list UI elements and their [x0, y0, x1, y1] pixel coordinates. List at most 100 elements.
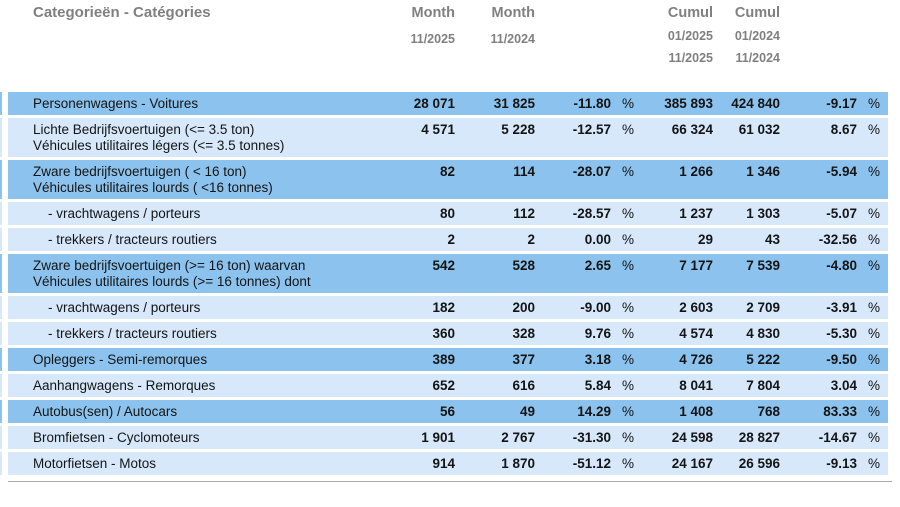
month-change-value: 3.18: [584, 352, 611, 367]
table-header: Categorieën - Catégories Month 11/2025 M…: [8, 0, 888, 92]
category-cell: Zware bedrijfsvoertuigen (>= 16 ton) waa…: [8, 258, 390, 290]
month-previous-value: 31 825: [493, 96, 535, 111]
column-header-period-end: 11/2024: [735, 51, 781, 65]
category-label-fr: Véhicules utilitaires légers (<= 3.5 ton…: [33, 138, 285, 153]
month-current-value: 360: [432, 326, 455, 341]
spacer: [860, 5, 888, 92]
percent-sign: %: [868, 456, 881, 471]
category-cell: Aanhangwagens - Remorques: [8, 378, 390, 394]
cumul-previous-value: 28 827: [738, 430, 780, 445]
cumul-previous-value: 1 303: [746, 206, 780, 221]
cumul-previous-value: 26 596: [738, 456, 780, 471]
table-row: Motorfietsen - Motos 914 1 870 -51.12 % …: [0, 452, 888, 475]
cumul-change-value: -14.67: [818, 430, 857, 445]
cumul-previous-value: 5 222: [746, 352, 780, 367]
month-change-value: -9.00: [580, 300, 611, 315]
month-current-value: 56: [439, 404, 455, 419]
cumul-current-value: 29: [697, 232, 713, 247]
month-change-value: -51.12: [572, 456, 611, 471]
month-previous-column-header: Month 11/2024: [458, 5, 538, 92]
month-change-value: -28.57: [572, 206, 611, 221]
spacer: [783, 5, 860, 92]
percent-sign: %: [868, 404, 881, 419]
cumul-current-value: 385 893: [664, 96, 713, 111]
percent-sign: %: [622, 456, 635, 471]
category-label-nl: Opleggers - Semi-remorques: [33, 352, 208, 367]
cumul-current-value: 2 603: [679, 300, 713, 315]
spacer: [538, 5, 614, 92]
month-previous-value: 112: [513, 206, 535, 221]
cumul-previous-value: 7 804: [746, 378, 780, 393]
category-label-nl: - vrachtwagens / porteurs: [48, 206, 201, 221]
percent-sign: %: [622, 96, 635, 111]
column-header-period: 11/2024: [490, 32, 536, 46]
spacer: [614, 5, 648, 92]
category-label-nl: - trekkers / tracteurs routiers: [48, 232, 217, 247]
month-previous-value: 328: [512, 326, 535, 341]
column-header-label: Cumul: [667, 5, 713, 21]
percent-sign: %: [622, 258, 635, 273]
table-row: Lichte Bedrijfsvoertuigen (<= 3.5 ton) V…: [0, 118, 888, 157]
cumul-previous-value: 61 032: [738, 122, 780, 137]
column-header-period-start: 01/2024: [734, 29, 780, 43]
month-previous-value: 2: [527, 232, 535, 247]
category-label-nl: Personenwagens - Voitures: [33, 96, 199, 111]
cumul-change-value: 83.33: [823, 404, 857, 419]
category-label-fr: Véhicules utilitaires lourds ( <16 tonne…: [33, 180, 273, 195]
column-header-period-start: 01/2025: [667, 29, 713, 43]
category-cell: Zware bedrijfsvoertuigen ( < 16 ton) Véh…: [8, 164, 390, 196]
table-row: - vrachtwagens / porteurs 182 200 -9.00 …: [0, 296, 888, 319]
month-current-value: 1 901: [421, 430, 455, 445]
table-row: Autobus(sen) / Autocars 56 49 14.29 % 1 …: [0, 400, 888, 423]
cumul-change-value: -5.07: [826, 206, 857, 221]
category-label-nl: - trekkers / tracteurs routiers: [48, 326, 217, 341]
month-current-value: 2: [447, 232, 455, 247]
cumul-change-value: -5.94: [826, 164, 857, 179]
month-previous-value: 5 228: [501, 122, 535, 137]
cumul-current-value: 7 177: [679, 258, 713, 273]
column-header-label: Month: [491, 5, 535, 21]
table-row: Bromfietsen - Cyclomoteurs 1 901 2 767 -…: [0, 426, 888, 449]
cumul-current-column-header: Cumul 01/2025 11/2025: [648, 5, 716, 92]
cumul-current-value: 8 041: [679, 378, 713, 393]
cumul-current-value: 24 598: [671, 430, 713, 445]
table-body: Personenwagens - Voitures 28 071 31 825 …: [0, 92, 888, 475]
category-column-header: Categorieën - Catégories: [33, 4, 211, 21]
cumul-current-value: 4 574: [679, 326, 713, 341]
month-current-value: 80: [439, 206, 455, 221]
percent-sign: %: [622, 326, 635, 341]
table-row: Aanhangwagens - Remorques 652 616 5.84 %…: [0, 374, 888, 397]
cumul-change-value: -9.17: [826, 96, 857, 111]
percent-sign: %: [622, 206, 635, 221]
category-label-nl: Zware bedrijfsvoertuigen (>= 16 ton) waa…: [33, 258, 306, 273]
cumul-change-value: -9.50: [826, 352, 857, 367]
table-row: - trekkers / tracteurs routiers 2 2 0.00…: [0, 228, 888, 251]
table-row: Personenwagens - Voitures 28 071 31 825 …: [0, 92, 888, 115]
cumul-change-value: 8.67: [830, 122, 857, 137]
category-label-nl: Bromfietsen - Cyclomoteurs: [33, 430, 200, 445]
cumul-previous-value: 7 539: [746, 258, 780, 273]
cumul-current-value: 24 167: [671, 456, 713, 471]
percent-sign: %: [622, 122, 635, 137]
percent-sign: %: [622, 232, 635, 247]
month-current-value: 542: [432, 258, 455, 273]
month-previous-value: 1 870: [501, 456, 535, 471]
month-current-column-header: Month 11/2025: [390, 5, 458, 92]
percent-sign: %: [868, 300, 881, 315]
category-label-nl: Zware bedrijfsvoertuigen ( < 16 ton): [33, 164, 247, 179]
month-change-value: 0.00: [584, 232, 611, 247]
table-bottom-rule: [8, 481, 892, 482]
cumul-previous-value: 4 830: [746, 326, 780, 341]
table-row: Opleggers - Semi-remorques 389 377 3.18 …: [0, 348, 888, 371]
percent-sign: %: [868, 326, 881, 341]
category-label-nl: Autobus(sen) / Autocars: [33, 404, 178, 419]
category-cell: Opleggers - Semi-remorques: [8, 352, 390, 368]
month-previous-value: 377: [512, 352, 535, 367]
category-label-fr: Véhicules utilitaires lourds (>= 16 tonn…: [33, 274, 311, 289]
table-row: - vrachtwagens / porteurs 80 112 -28.57 …: [0, 202, 888, 225]
percent-sign: %: [622, 378, 635, 393]
percent-sign: %: [868, 352, 881, 367]
cumul-previous-value: 43: [764, 232, 780, 247]
percent-sign: %: [868, 96, 881, 111]
